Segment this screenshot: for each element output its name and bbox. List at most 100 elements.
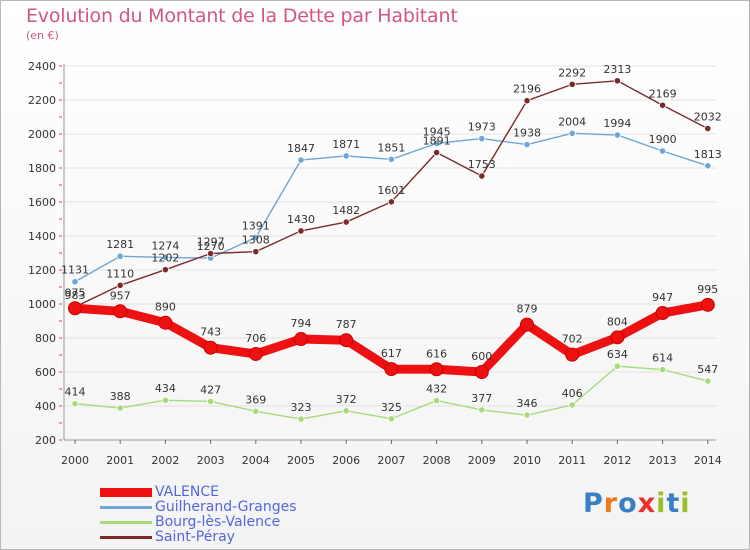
y-tick-label: 2000 <box>28 128 56 141</box>
data-label: 427 <box>200 383 221 396</box>
data-point <box>704 377 712 385</box>
data-point <box>158 315 173 330</box>
y-tick-label: 2400 <box>28 60 56 73</box>
data-point <box>523 97 531 105</box>
data-point <box>523 140 531 149</box>
y-tick-label: 2200 <box>28 94 56 107</box>
data-point <box>161 266 169 274</box>
data-label: 323 <box>291 401 312 414</box>
data-label: 434 <box>155 382 176 395</box>
data-point <box>523 411 531 419</box>
data-point <box>568 129 576 137</box>
legend-item: Guilherand-Granges <box>100 500 297 515</box>
data-label: 702 <box>562 333 583 346</box>
data-label: 325 <box>381 401 402 414</box>
data-label: 1601 <box>377 184 405 197</box>
data-point <box>658 366 667 374</box>
data-point <box>704 124 712 133</box>
series-bourg-les-valence: 414 388 434 427 369 323 372 325 432 377 346 406 634 6… <box>65 348 718 423</box>
data-label: 1270 <box>197 240 225 253</box>
data-label: 614 <box>652 352 673 365</box>
data-label: 1430 <box>287 213 315 226</box>
x-tick-label: 2005 <box>287 454 315 467</box>
data-label: 1851 <box>377 141 405 154</box>
data-label: 600 <box>471 350 492 363</box>
data-label: 975 <box>65 286 86 299</box>
data-point <box>342 218 350 226</box>
data-label: 1847 <box>287 142 315 155</box>
data-point <box>297 415 305 423</box>
x-tick-label: 2006 <box>332 454 360 467</box>
data-label: 947 <box>652 291 673 304</box>
data-point <box>71 278 79 286</box>
data-label: 377 <box>471 392 492 405</box>
data-label: 2004 <box>558 115 586 128</box>
data-label: 547 <box>697 363 718 376</box>
data-point <box>704 162 712 170</box>
data-label: 1391 <box>242 220 270 233</box>
data-label: 369 <box>245 393 266 406</box>
x-tick-label: 2012 <box>603 454 631 467</box>
data-label: 617 <box>381 347 402 360</box>
data-label: 804 <box>607 315 628 328</box>
data-point <box>568 401 576 409</box>
legend-swatch <box>100 536 152 539</box>
data-label: 1281 <box>106 238 134 251</box>
y-tick-label: 1000 <box>28 298 56 311</box>
x-tick-label: 2009 <box>468 454 496 467</box>
data-point <box>207 397 215 406</box>
y-tick-label: 1800 <box>28 162 56 175</box>
data-label: 1202 <box>151 252 179 265</box>
chart-title: Evolution du Montant de la Dette par Hab… <box>26 5 458 27</box>
data-point <box>384 362 399 377</box>
data-label: 1900 <box>649 133 677 146</box>
data-point <box>248 346 263 361</box>
data-point <box>520 317 534 332</box>
data-label: 372 <box>336 393 357 406</box>
data-point <box>252 248 260 256</box>
data-point <box>387 155 395 163</box>
y-tick-label: 600 <box>35 366 56 379</box>
data-point <box>161 396 169 404</box>
data-label: 1945 <box>423 125 451 138</box>
x-tick-label: 2007 <box>377 454 405 467</box>
data-point <box>700 297 715 312</box>
data-label: 1274 <box>151 239 179 252</box>
legend-label: VALENCE <box>155 484 219 500</box>
data-point <box>432 139 441 147</box>
y-tick-label: 200 <box>35 434 56 447</box>
data-point <box>478 172 486 180</box>
data-label: 983 <box>65 289 86 302</box>
data-point <box>68 301 82 316</box>
data-point <box>342 152 350 160</box>
y-tick-label: 1200 <box>28 264 56 277</box>
data-point <box>294 332 308 347</box>
data-point <box>387 415 395 423</box>
data-point <box>161 253 169 262</box>
legend-swatch <box>100 506 152 509</box>
data-point <box>207 249 215 258</box>
x-tick-label: 2001 <box>106 454 134 467</box>
data-label: 890 <box>155 301 176 314</box>
x-tick-label: 2004 <box>242 454 270 467</box>
data-point <box>342 407 350 415</box>
legend-swatch <box>100 521 152 524</box>
data-point <box>252 233 260 242</box>
data-label: 1753 <box>468 158 496 171</box>
data-point <box>655 306 670 321</box>
data-point <box>203 340 218 355</box>
x-tick-label: 2000 <box>61 454 89 467</box>
data-label: 1482 <box>332 204 360 217</box>
x-tick-label: 2008 <box>423 454 451 467</box>
legend-swatch <box>100 488 152 497</box>
data-label: 957 <box>110 289 131 302</box>
legend-label: Saint-Péray <box>155 529 235 545</box>
series-valence: 975 957 890 743 706 794 787 617 616 600 879 702 804 9… <box>65 283 718 379</box>
data-label: 1891 <box>423 135 451 148</box>
data-label: 346 <box>517 397 538 410</box>
data-point <box>658 101 667 109</box>
data-point <box>474 365 489 379</box>
data-label: 414 <box>65 386 86 399</box>
